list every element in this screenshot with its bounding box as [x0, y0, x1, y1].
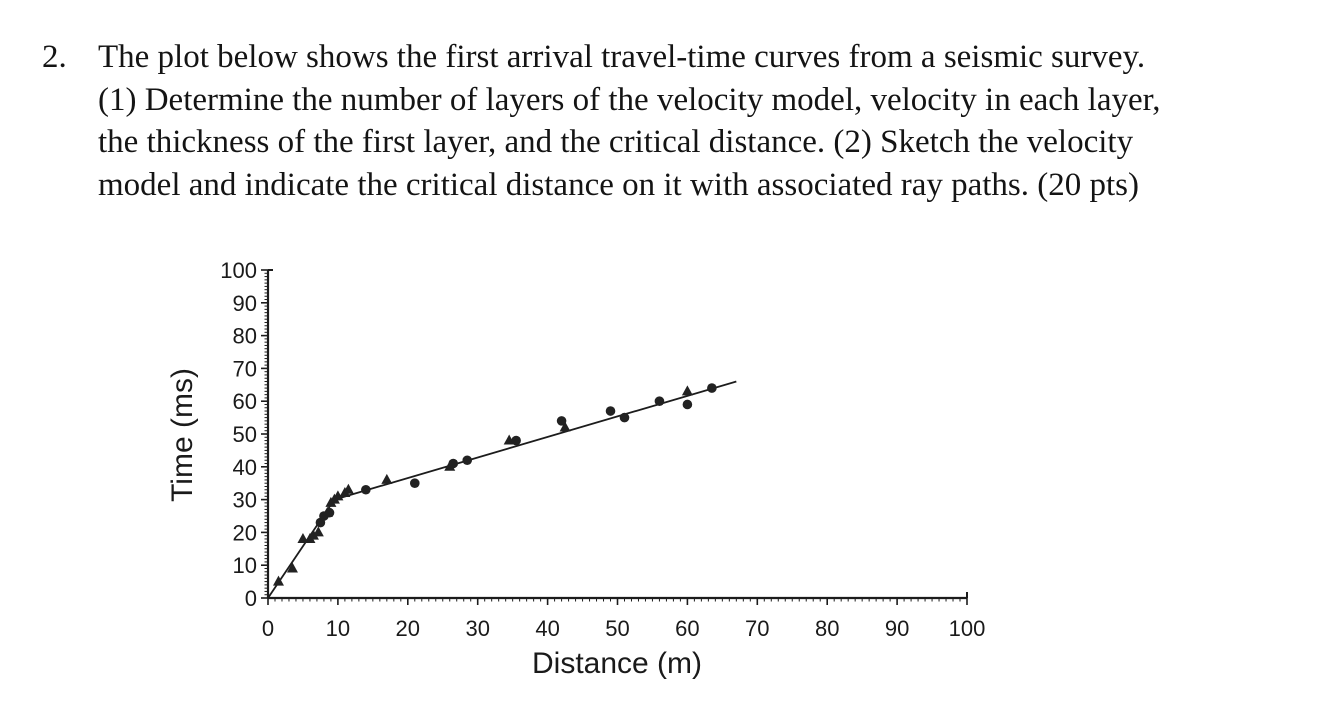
triangle-marker — [681, 385, 693, 396]
triangle-marker — [286, 562, 298, 573]
question-line-3: the thickness of the first layer, and th… — [98, 124, 1134, 160]
circle-marker — [707, 383, 717, 393]
y-tick-label: 70 — [233, 356, 257, 381]
triangle-marker — [307, 529, 319, 540]
x-tick-label: 30 — [465, 616, 489, 641]
y-tick-label: 60 — [233, 389, 257, 414]
x-tick-label: 80 — [815, 616, 839, 641]
x-axis-tick-labels: 0 10 20 30 40 50 60 70 80 90 100 — [262, 616, 985, 641]
question-number: 2. — [42, 39, 67, 75]
y-tick-label: 100 — [220, 258, 257, 283]
circle-marker — [511, 435, 521, 446]
question-line-1: The plot below shows the first arrival t… — [98, 39, 1146, 75]
circle-marker — [605, 406, 616, 416]
triangle-marker — [332, 490, 344, 501]
question-line-2: (1) Determine the number of layers of th… — [98, 81, 1161, 118]
y-axis-tick-labels: 0 10 20 30 40 50 60 70 80 90 100 — [220, 258, 257, 611]
fit-line — [334, 380, 737, 501]
y-tick-label: 30 — [233, 488, 257, 513]
circle-marker — [619, 412, 630, 423]
x-tick-label: 60 — [675, 616, 699, 641]
triangle-marker — [312, 526, 324, 537]
circle-marker — [654, 396, 665, 407]
y-tick-label: 20 — [233, 520, 257, 545]
circle-marker — [682, 399, 693, 410]
triangle-marker — [272, 575, 284, 586]
circle-marker — [448, 458, 459, 469]
x-tick-label: 90 — [885, 616, 909, 641]
y-axis-title: Time (ms) — [166, 368, 199, 502]
question-line-4: model and indicate the critical distance… — [98, 166, 1140, 203]
chart-axes — [266, 269, 968, 600]
x-tick-label: 10 — [326, 616, 350, 641]
x-axis-title: Distance (m) — [532, 647, 702, 680]
question-lines: The plot below shows the first arrival t… — [98, 36, 1161, 206]
x-tick-label: 50 — [605, 616, 629, 641]
y-tick-label: 40 — [233, 455, 257, 480]
circle-marker — [409, 478, 420, 489]
triangle-marker — [297, 532, 309, 543]
circle-marker — [556, 416, 567, 426]
x-tick-label: 20 — [396, 616, 420, 641]
circle-marker — [361, 484, 371, 495]
data-markers — [272, 383, 717, 586]
y-tick-label: 50 — [233, 422, 257, 447]
x-tick-label: 0 — [262, 616, 274, 641]
y-tick-label: 90 — [233, 291, 257, 316]
y-tick-label: 10 — [233, 553, 257, 578]
x-tick-label: 100 — [949, 616, 986, 641]
triangle-marker — [342, 483, 354, 494]
y-tick-label: 0 — [245, 586, 257, 611]
triangle-marker — [381, 473, 393, 484]
circle-marker — [462, 455, 473, 466]
x-tick-label: 40 — [535, 616, 559, 641]
fit-lines — [267, 380, 737, 599]
axis-minor-ticks — [261, 269, 968, 605]
triangle-marker — [559, 421, 571, 432]
x-tick-label: 70 — [745, 616, 769, 641]
y-tick-label: 80 — [233, 324, 257, 349]
circle-marker — [324, 507, 335, 518]
